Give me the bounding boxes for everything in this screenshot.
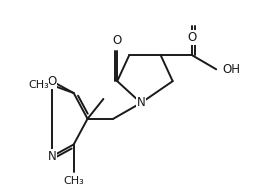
Text: N: N — [137, 96, 145, 109]
Text: O: O — [47, 75, 57, 88]
Text: CH₃: CH₃ — [63, 176, 84, 186]
Text: N: N — [48, 150, 56, 163]
Text: OH: OH — [222, 63, 240, 76]
Text: O: O — [188, 31, 197, 44]
Text: O: O — [113, 34, 122, 47]
Text: CH₃: CH₃ — [28, 80, 49, 90]
